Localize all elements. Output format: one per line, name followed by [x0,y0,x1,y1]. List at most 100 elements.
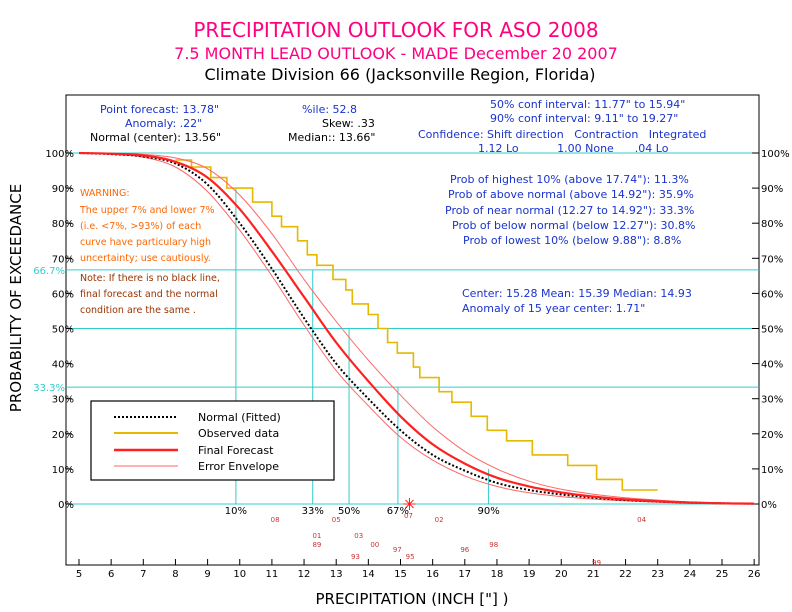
legend-box [90,400,335,481]
x-tick-label: 9 [204,569,210,580]
x-tick-label: 23 [651,569,664,580]
warning-line2: The upper 7% and lower 7% [79,205,215,216]
y-tick-label-right: 20% [761,430,783,441]
anomaly-value: Anomaly: .22" [125,117,202,130]
x-tick-label: 16 [426,569,439,580]
y-tick-label-right: 70% [761,254,783,265]
year-label: 96 [460,546,469,554]
legend: Normal (Fitted) Observed data Final Fore… [90,400,335,481]
error-envelope-lower [78,152,755,505]
year-label: 00 [370,541,379,549]
x-tick-label: 8 [172,569,178,580]
plot-frame [65,94,760,566]
y-tick-label-left: 60% [52,289,74,300]
final-forecast-line [78,151,755,505]
y-tick-label-left: 40% [52,360,74,371]
y-tick-label-right: 90% [761,184,783,195]
y-tick-label-left: 0% [58,500,74,511]
y-tick-label-left: 10% [52,465,74,476]
year-label: 01 [312,532,321,540]
prob-above: Prob of above normal (above 14.92"): 35.… [448,188,694,201]
y-tick-label-left: 100% [45,149,74,160]
warning-line3: (i.e. <7%, >93%) of each [80,221,201,232]
prob-highest10: Prob of highest 10% (above 17.74"): 11.3… [450,173,689,186]
anomaly-15yr: Anomaly of 15 year center: 1.71" [462,302,645,315]
normal-center: Normal (center): 13.56" [90,131,221,144]
y-tick-label-right: 50% [761,325,783,336]
y-axis-label: PROBABILITY OF EXCEEDANCE [7,184,25,412]
year-label: 02 [435,516,444,524]
year-label: 89 [312,541,321,549]
x-tick-label: 26 [748,569,761,580]
warning-line5: uncertainty; use cautiously. [80,253,211,264]
point-forecast: Point forecast: 13.78" [100,103,219,116]
observed-data-line [175,159,658,491]
x-tick-label: 6 [108,569,114,580]
y-tick-label-right: 30% [761,395,783,406]
warning-line4: curve have particulary high [80,237,211,248]
forecast-marker [403,498,416,510]
y-tick-label-right: 60% [761,289,783,300]
y-tick-label-left: 50% [52,325,74,336]
note-line1: Note: If there is no black line, [80,273,220,284]
year-label: 04 [637,516,646,524]
conf50: 50% conf interval: 11.77" to 15.94" [490,98,685,111]
warning-line1: WARNING: [80,188,130,199]
y-tick-label-right: 80% [761,219,783,230]
x-tick-label: 22 [619,569,632,580]
y-tick-label-right: 10% [761,465,783,476]
x-tick-label: 18 [491,569,504,580]
x-tick-label: 5 [76,569,82,580]
confidence-header: Confidence: Shift direction Contraction … [418,128,706,141]
legend-observed-label: Observed data [198,427,279,440]
x-tick-label: 17 [458,569,471,580]
x-tick-label: 19 [523,569,536,580]
y-tick-label-left: 30% [52,395,74,406]
x-tick-label: 10 [233,569,246,580]
note-line3: condition are the same . [80,305,196,316]
percentile-label: 10% [225,506,247,517]
legend-final-label: Final Forecast [198,444,274,457]
legend-envelope-label: Error Envelope [198,460,279,473]
prob-near: Prob of near normal (12.27 to 14.92"): 3… [445,204,694,217]
year-label: 05 [332,516,341,524]
confidence-values: 1.12 Lo 1.00 None .04 Lo [478,142,669,155]
year-label: 97 [393,546,402,554]
y-tick-label-left: 90% [52,184,74,195]
y-tick-label-left: 80% [52,219,74,230]
percentile-label: 90% [477,506,499,517]
x-tick-label: 21 [587,569,600,580]
chart-subtitle: 7.5 MONTH LEAD OUTLOOK - MADE December 2… [174,44,618,63]
median-value: Median:: 13.66" [288,131,375,144]
tercile-label: 33.3% [33,383,65,394]
year-label: 95 [406,553,415,561]
percentile-label: 67% [387,506,409,517]
x-tick-label: 12 [298,569,311,580]
percentile-label: 33% [302,506,324,517]
x-tick-label: 20 [555,569,568,580]
error-envelope-upper [78,152,755,505]
x-tick-label: 11 [266,569,279,580]
forecast-marker-label: 07 [404,512,413,520]
note-line2: final forecast and the normal [80,289,218,300]
x-tick-label: 25 [716,569,729,580]
legend-normal-label: Normal (Fitted) [198,411,281,424]
percentile-value: %ile: 52.8 [302,103,357,116]
year-label: 98 [489,541,498,549]
climate-division: Climate Division 66 (Jacksonville Region… [204,65,595,84]
year-label: 08 [271,516,280,524]
x-tick-label: 13 [330,569,343,580]
x-tick-label: 14 [362,569,375,580]
conf90: 90% conf interval: 9.11" to 19.27" [490,112,678,125]
y-tick-label-left: 20% [52,430,74,441]
prob-below: Prob of below normal (below 12.27"): 30.… [452,219,695,232]
year-label: 03 [354,532,363,540]
tercile-label: 66.7% [33,266,65,277]
y-tick-label-right: 100% [761,149,790,160]
chart-title: PRECIPITATION OUTLOOK FOR ASO 2008 [193,18,598,42]
y-tick-label-left: 70% [52,254,74,265]
y-tick-label-right: 40% [761,360,783,371]
x-tick-label: 7 [140,569,146,580]
y-tick-label-right: 0% [761,500,777,511]
